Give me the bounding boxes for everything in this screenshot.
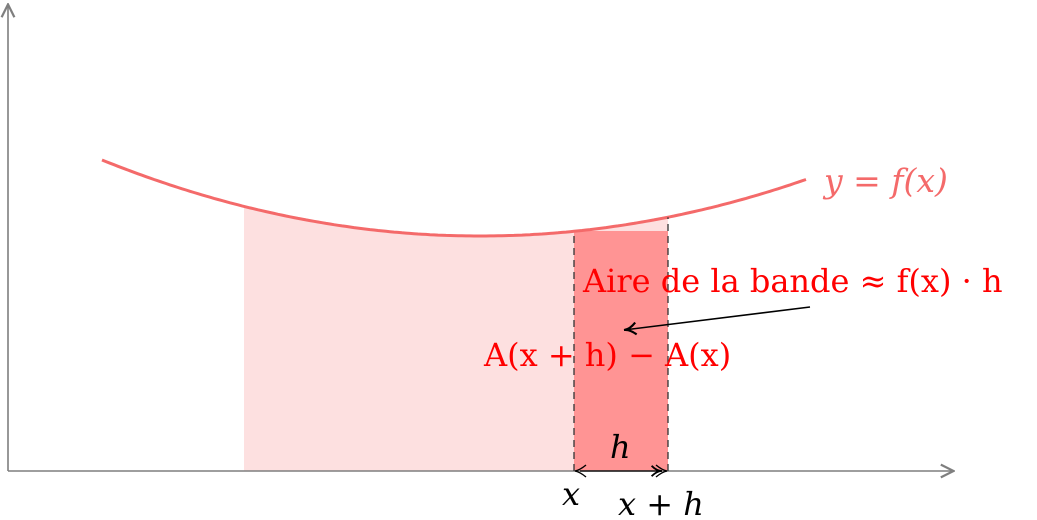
width-arrow-left-head [574,464,587,478]
strip-rectangle [574,231,668,471]
annotation-arrow [623,306,811,336]
curve-label: y = f(x) [822,161,948,200]
x-tick-label: x [562,475,580,513]
strip-area-label: Aire de la bande ≈ f(x) · h [582,262,1003,300]
width-arrow-right-head [655,464,668,478]
x-plus-h-tick-label: x + h [618,485,704,520]
difference-label: A(x + h) − A(x) [483,336,731,374]
function-curve [101,158,807,238]
width-label: h [610,428,631,466]
area-under-curve [244,206,668,471]
